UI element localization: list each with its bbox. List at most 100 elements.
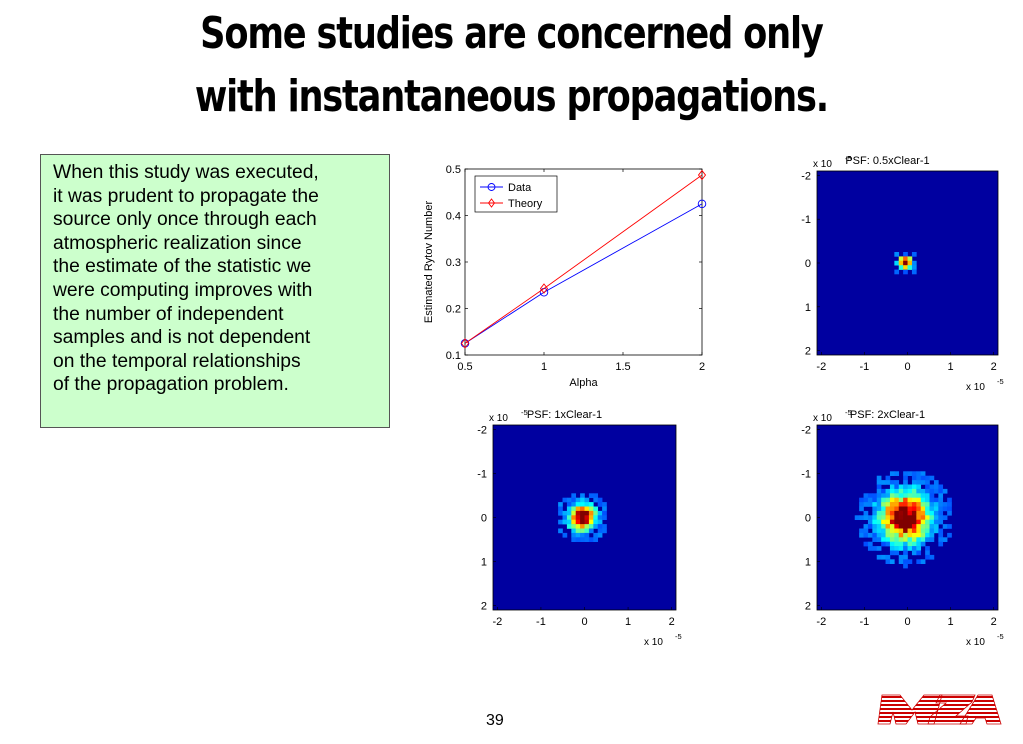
- psf-pixel: [938, 532, 944, 538]
- psf-pixel: [938, 493, 944, 498]
- psf-pixel: [872, 546, 878, 551]
- psf-pixel: [881, 502, 886, 507]
- psf-pixel: [859, 497, 864, 503]
- data-point-theory: [460, 338, 470, 349]
- psf-pixel: [947, 506, 952, 512]
- psf-pixel: [876, 515, 882, 520]
- x-tick-label: 1.5: [615, 361, 630, 373]
- psf-pixel: [911, 265, 917, 270]
- psf-pixel: [597, 524, 603, 529]
- psf-pixel: [903, 493, 908, 498]
- psf-pixel: [929, 484, 935, 490]
- psf-pixel: [593, 532, 599, 538]
- psf-pixel: [916, 537, 922, 542]
- psf-pixel: [929, 497, 935, 503]
- psf-pixel: [925, 488, 930, 494]
- psf-pixel: [903, 252, 908, 257]
- y-tick-label: -2: [801, 424, 811, 436]
- psf-pixel: [916, 502, 922, 507]
- psf-pixel: [947, 497, 952, 503]
- psf-pixel: [867, 524, 873, 529]
- psf-pixel: [929, 515, 935, 520]
- psf-pixel: [938, 519, 944, 525]
- psf-pixel: [920, 506, 926, 512]
- psf-pixel: [588, 524, 594, 529]
- psf-pixel: [584, 524, 590, 529]
- psf-pixel: [920, 532, 926, 538]
- psf-pixel: [925, 515, 930, 520]
- psf-pixel: [571, 510, 577, 516]
- psf-pixel: [916, 532, 922, 538]
- psf-pixel: [907, 515, 913, 520]
- psf-pixel: [898, 265, 904, 270]
- psf-pixel: [894, 541, 900, 547]
- psf-pixel: [889, 537, 895, 542]
- psf-pixel: [863, 541, 869, 547]
- y-tick-label: 1: [805, 302, 811, 314]
- psf-pixel: [580, 502, 585, 507]
- psf-pixel: [881, 524, 886, 529]
- psf-pixel: [575, 515, 581, 520]
- psf-pixel: [929, 506, 935, 512]
- psf-pixel: [898, 532, 904, 538]
- psf-pixel: [580, 510, 585, 516]
- psf-pixel: [933, 497, 939, 503]
- psf-pixel: [894, 252, 900, 257]
- psf-pixel: [916, 524, 922, 529]
- psf-pixel: [584, 497, 590, 503]
- psf-pixel: [859, 502, 864, 507]
- psf-pixel: [566, 506, 572, 512]
- psf-pixel: [584, 506, 590, 512]
- psf-pixel: [911, 532, 917, 538]
- psf-pixel: [938, 515, 944, 520]
- psf-pixel: [602, 515, 607, 520]
- psf-pixel: [889, 546, 895, 551]
- psf-pixel: [872, 506, 878, 512]
- psf-pixel: [889, 524, 895, 529]
- psf-pixel: [898, 519, 904, 525]
- psf-pixel: [597, 497, 603, 503]
- psf-pixel: [867, 515, 873, 520]
- psf-pixel: [916, 488, 922, 494]
- psf-pixel: [580, 519, 585, 525]
- psf-pixel: [885, 524, 891, 529]
- x-tick-label: -2: [492, 616, 502, 628]
- psf-frame: [816, 170, 999, 356]
- psf-pixel: [933, 480, 939, 485]
- data-point-data: [539, 287, 549, 297]
- psf-pixel: [863, 532, 869, 538]
- psf-pixel: [881, 497, 886, 503]
- psf-pixel: [925, 532, 930, 538]
- psf-pixel: [911, 484, 917, 490]
- psf-pixel: [876, 475, 882, 481]
- x-axis-exponent: -5: [997, 377, 1004, 386]
- psf-pixel: [903, 475, 908, 481]
- psf-pixel: [929, 510, 935, 516]
- psf-pixel: [876, 554, 882, 560]
- psf-pixel: [916, 475, 922, 481]
- psf-pixel: [907, 537, 913, 542]
- psf-pixel: [894, 532, 900, 538]
- psf-pixel: [575, 537, 581, 542]
- psf-pixel: [903, 506, 908, 512]
- psf-pixel: [933, 524, 939, 529]
- psf-pixel: [876, 532, 882, 538]
- psf-pixel: [938, 541, 944, 547]
- psf-pixel: [903, 532, 908, 538]
- psf-pixel: [916, 480, 922, 485]
- psf-pixel: [881, 554, 886, 560]
- psf-pixel: [571, 532, 577, 538]
- psf-pixel: [885, 497, 891, 503]
- psf-pixel: [876, 480, 882, 485]
- psf-pixel: [575, 506, 581, 512]
- psf-pixel: [933, 528, 939, 534]
- psf-pixel: [925, 519, 930, 525]
- psf-pixel: [925, 506, 930, 512]
- psf-pixel: [872, 524, 878, 529]
- psf-pixel: [876, 546, 882, 551]
- psf-pixel: [911, 260, 917, 266]
- psf-pixel: [593, 497, 599, 503]
- y-tick-label: -2: [477, 424, 487, 436]
- psf-pixel: [911, 252, 917, 257]
- psf-pixel: [911, 506, 917, 512]
